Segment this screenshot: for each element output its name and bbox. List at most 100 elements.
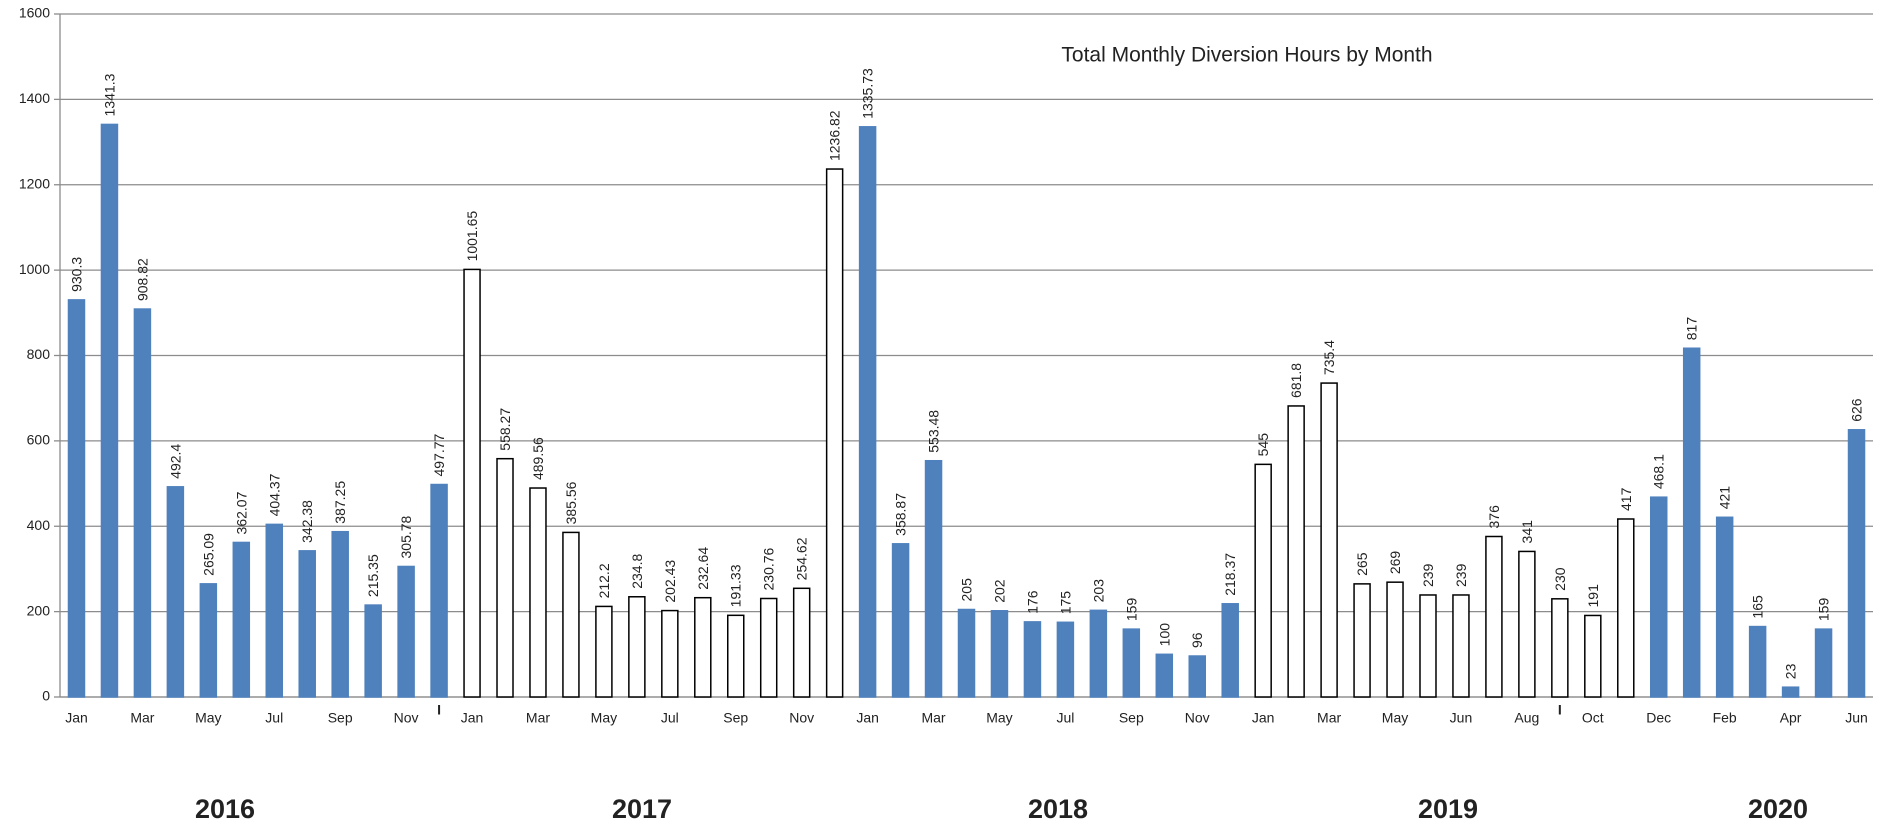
x-tick-label: May xyxy=(195,710,221,726)
value-label: 417 xyxy=(1618,487,1634,511)
value-label: 159 xyxy=(1816,598,1832,622)
bar xyxy=(1188,655,1206,698)
bar xyxy=(1254,463,1272,698)
bar xyxy=(595,605,613,698)
x-tick-label: Nov xyxy=(394,710,419,726)
year-label: 2017 xyxy=(612,794,672,824)
bar xyxy=(694,596,712,698)
bar xyxy=(1649,496,1668,698)
value-label: 492.4 xyxy=(167,444,183,479)
bar xyxy=(397,565,415,698)
bar xyxy=(67,299,86,698)
bar xyxy=(364,604,382,698)
x-tick-label: Nov xyxy=(1185,710,1210,726)
bar xyxy=(957,608,976,698)
value-label: 269 xyxy=(1387,551,1403,575)
x-tick-label: Mar xyxy=(921,710,945,726)
y-tick-label: 1600 xyxy=(19,5,50,21)
value-label: 230 xyxy=(1552,567,1568,591)
value-label: 362.07 xyxy=(233,491,249,534)
bar xyxy=(990,610,1009,698)
value-label: 165 xyxy=(1750,595,1766,619)
bar xyxy=(924,459,943,698)
value-label: 376 xyxy=(1486,505,1502,529)
value-label: 205 xyxy=(959,578,975,602)
value-label: 1001.65 xyxy=(464,211,480,262)
value-label: 358.87 xyxy=(893,493,909,536)
bar xyxy=(792,587,811,698)
value-label: 908.82 xyxy=(134,258,150,301)
bar xyxy=(1122,628,1141,698)
bar xyxy=(1617,518,1635,698)
x-tick-label: Jul xyxy=(265,710,283,726)
value-label: 342.38 xyxy=(299,500,315,543)
year-label: 2019 xyxy=(1418,794,1478,824)
bar xyxy=(1419,594,1437,698)
value-label: 1236.82 xyxy=(827,110,843,161)
year-label: 2018 xyxy=(1028,794,1088,824)
value-label: 387.25 xyxy=(332,481,348,524)
year-label: 2020 xyxy=(1748,794,1808,824)
x-tick-label: Sep xyxy=(1119,710,1144,726)
x-tick-label: Sep xyxy=(723,710,748,726)
bar xyxy=(331,530,349,698)
value-label: 215.35 xyxy=(365,554,381,597)
value-label: 468.1 xyxy=(1651,454,1667,489)
y-tick-label: 1200 xyxy=(19,175,50,191)
bar xyxy=(463,268,481,698)
bar xyxy=(1551,598,1569,698)
bar xyxy=(100,123,119,698)
value-label: 239 xyxy=(1453,563,1469,587)
value-label: 545 xyxy=(1255,433,1271,457)
value-label: 159 xyxy=(1123,598,1139,622)
y-tick-label: 1000 xyxy=(19,261,50,277)
x-tick-label: Jun xyxy=(1450,710,1473,726)
bar xyxy=(232,541,251,698)
value-label: 232.64 xyxy=(695,547,711,590)
bar xyxy=(759,597,778,698)
bar xyxy=(1386,581,1404,698)
value-label: 212.2 xyxy=(596,563,612,598)
x-tick-label: Oct xyxy=(1582,710,1604,726)
bar xyxy=(1221,603,1239,698)
value-label: 234.8 xyxy=(629,554,645,589)
bar xyxy=(661,609,679,698)
bar xyxy=(1485,535,1503,698)
x-tick-label: May xyxy=(1382,710,1408,726)
bar xyxy=(1748,625,1767,698)
bar xyxy=(199,583,218,698)
value-label: 254.62 xyxy=(794,537,810,580)
value-label: 735.4 xyxy=(1321,340,1337,375)
y-tick-label: 600 xyxy=(27,432,51,448)
year-label: 2016 xyxy=(195,794,255,824)
value-label: 497.77 xyxy=(431,433,447,476)
bar xyxy=(1155,653,1174,698)
value-label: 265 xyxy=(1354,552,1370,576)
bar xyxy=(1682,347,1701,698)
x-tick-label: I xyxy=(437,702,441,718)
x-tick-label: Nov xyxy=(789,710,814,726)
value-label: 96 xyxy=(1189,632,1205,648)
bar xyxy=(1847,429,1866,698)
bar xyxy=(1518,550,1536,698)
y-tick-label: 1400 xyxy=(19,90,50,106)
value-label: 191.33 xyxy=(728,564,744,607)
value-label: 230.76 xyxy=(761,547,777,590)
value-label: 817 xyxy=(1684,317,1700,341)
value-label: 265.09 xyxy=(200,533,216,576)
value-label: 930.3 xyxy=(68,257,84,292)
value-label: 681.8 xyxy=(1288,363,1304,398)
value-label: 1335.73 xyxy=(860,68,876,119)
x-tick-label: Dec xyxy=(1646,710,1671,726)
x-tick-label: Jan xyxy=(856,710,879,726)
x-tick-label: Jun xyxy=(1845,710,1868,726)
value-label: 202 xyxy=(991,579,1007,603)
y-tick-label: 400 xyxy=(27,517,51,533)
bar xyxy=(562,531,580,698)
bar xyxy=(298,550,316,698)
bar xyxy=(265,523,284,698)
y-tick-label: 0 xyxy=(42,688,50,704)
x-tick-label: Jan xyxy=(1252,710,1275,726)
